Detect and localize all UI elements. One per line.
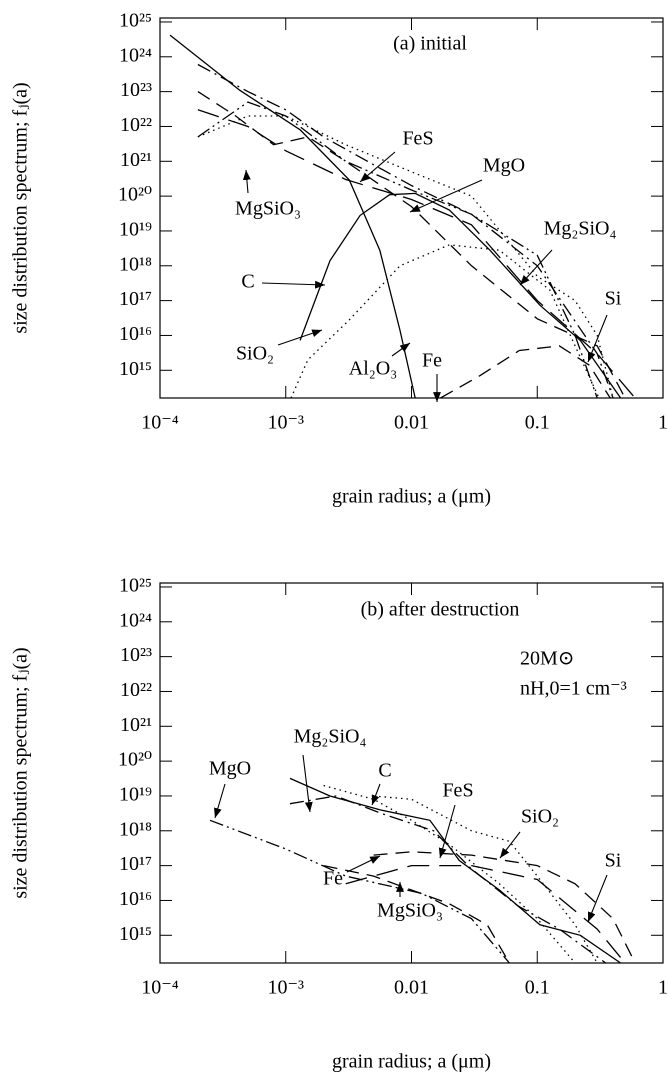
model-note: nH,0=1 cm⁻³ [520,678,627,700]
x-tick-label: 1 [658,977,668,999]
label-arrow [359,151,396,183]
x-tick-label: 0.01 [394,977,429,999]
label-arrow [346,855,381,873]
label-arrow [391,342,411,357]
model-note: 20M⊙ [520,648,575,670]
species-label: Si [605,288,622,310]
y-tick-label: 10¹⁹ [119,219,152,241]
y-tick-label: 10¹⁹ [119,784,152,806]
curve [373,851,636,963]
y-axis-label: size distribution spectrum; fⱼ(a) [10,647,32,898]
curve [323,864,510,963]
panel-title: (a) initial [393,33,467,55]
species-label: Mg₂SiO₄ [544,218,617,240]
label-arrow [277,329,323,346]
x-tick-label: 0.01 [394,412,429,434]
y-tick-label: 10¹⁷ [119,288,152,310]
species-label: MgSiO₃ [377,900,443,922]
x-tick-label: 10⁻³ [267,977,304,999]
curve [197,101,598,398]
species-label: FeS [402,128,433,150]
y-tick-label: 10²⁰ [118,749,152,771]
x-tick-label: 10⁻³ [267,412,304,434]
curve [289,795,607,963]
y-tick-label: 10²⁰ [118,184,152,206]
y-tick-label: 10²⁵ [119,575,152,597]
species-label: Fe [422,350,442,372]
y-tick-label: 10²² [120,679,152,701]
species-label: MgO [483,155,525,177]
panel-title: (b) after destruction [361,599,520,621]
curve [197,91,626,398]
species-label: MgO [209,758,251,780]
y-tick-label: 10¹⁶ [119,323,152,345]
y-tick-label: 10²² [120,114,152,136]
y-axis-label: size distribution spectrum; fⱼ(a) [10,82,32,333]
label-arrow [242,169,251,194]
y-tick-label: 10¹⁸ [119,818,152,840]
species-label: SiO₂ [236,343,274,365]
species-label: Mg₂SiO₄ [294,726,367,748]
label-arrow [371,783,381,806]
species-label: SiO₂ [521,806,559,828]
label-arrow [302,754,313,813]
species-label: Al₂O₃ [349,358,397,380]
species-label: C [241,271,254,293]
y-tick-label: 10¹⁸ [119,253,152,275]
y-tick-label: 10²¹ [120,714,152,736]
x-tick-label: 1 [658,412,668,434]
species-label: C [378,760,391,782]
y-tick-label: 10²⁴ [119,44,152,66]
label-arrow [587,874,608,923]
curves [209,777,636,963]
species-label: MgSiO₃ [235,198,301,220]
x-tick-label: 0.1 [525,412,550,434]
x-axis-label: grain radius; a (μm) [332,486,491,508]
label-arrow [587,314,608,363]
label-arrow [213,783,226,819]
y-tick-label: 10¹⁶ [119,888,152,910]
species-label: FeS [442,780,473,802]
species-label: Fe [323,868,343,890]
y-tick-label: 10²³ [120,79,152,101]
label-arrow [499,831,521,859]
label-arrow [261,280,326,289]
y-tick-label: 10²⁴ [119,609,152,631]
label-arrow [519,249,553,286]
curve [209,819,510,963]
curve [290,244,600,398]
y-tick-label: 10¹⁵ [119,923,152,945]
x-axis-label: grain radius; a (μm) [332,1051,491,1073]
y-tick-label: 10²⁵ [119,10,152,32]
y-tick-label: 10²¹ [120,149,152,171]
curve [345,864,626,963]
label-arrow [409,179,483,213]
curve [197,63,614,398]
x-tick-label: 10⁻⁴ [141,977,179,999]
label-arrow [438,804,456,859]
y-tick-label: 10¹⁵ [119,358,152,380]
curve [440,345,611,398]
species-label: Si [605,850,622,872]
y-tick-label: 10¹⁷ [119,853,152,875]
y-tick-label: 10²³ [120,644,152,666]
x-tick-label: 0.1 [525,977,550,999]
x-tick-label: 10⁻⁴ [141,412,179,434]
